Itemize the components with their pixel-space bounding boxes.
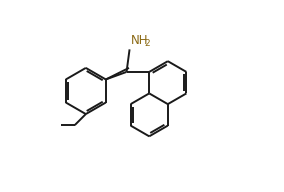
Text: NH: NH <box>131 34 148 47</box>
Text: 2: 2 <box>145 39 150 48</box>
